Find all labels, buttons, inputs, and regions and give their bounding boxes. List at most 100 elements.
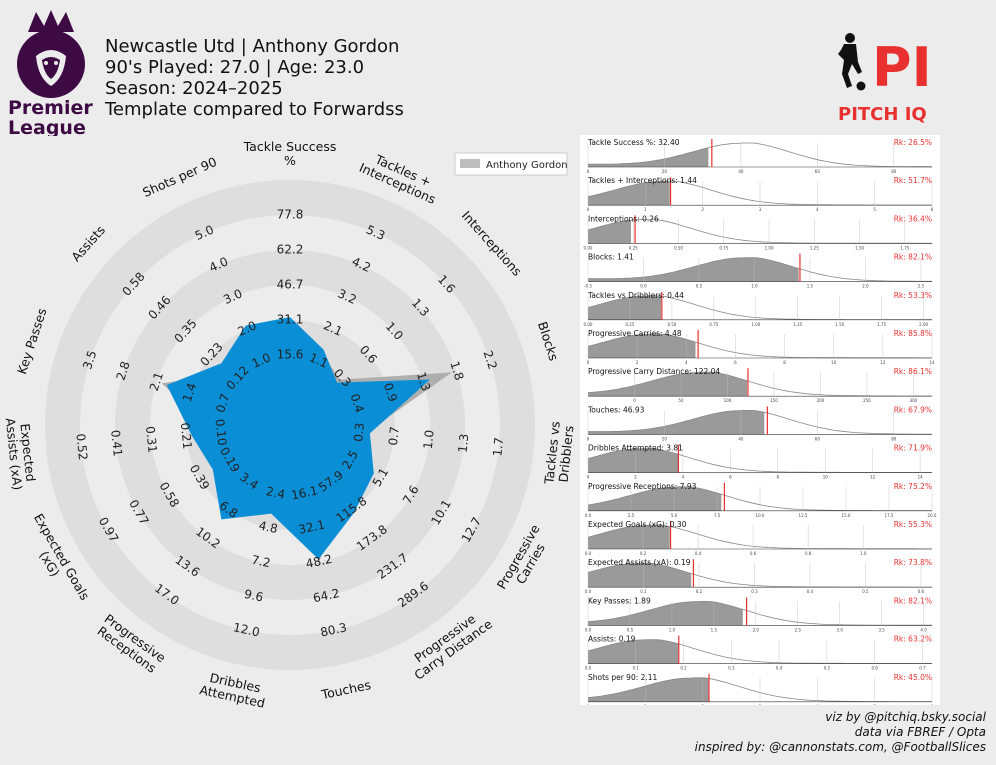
distribution-tick-label: 0.2 bbox=[680, 666, 687, 671]
distribution-row: 0 2 4 6 8 10 12 14 Dribbles Attempted: 3.81 Rk: 7… bbox=[587, 444, 932, 480]
radar-metric-label: Key Passes bbox=[14, 306, 49, 376]
radar-metric-label-line: Dribblers bbox=[556, 425, 577, 483]
distribution-tick-label: 0.6 bbox=[750, 551, 757, 556]
distribution-tick-label: 4.0 bbox=[920, 627, 927, 632]
credit-line-1: viz by @pitchiq.bsky.social bbox=[825, 710, 986, 724]
distribution-tick-label: 2 bbox=[634, 475, 637, 480]
distribution-tick-label: 0.4 bbox=[807, 589, 814, 594]
distribution-tick-label: 0.0 bbox=[640, 284, 647, 289]
distribution-tick-label: 10 bbox=[831, 360, 837, 365]
distribution-label: Tackle Success %: 32.40 bbox=[587, 138, 680, 147]
lion-crest-icon bbox=[17, 10, 85, 98]
distribution-curve bbox=[588, 409, 932, 435]
distribution-tick-label: 300 bbox=[910, 398, 918, 403]
distribution-fill bbox=[588, 334, 696, 358]
distribution-tick-label: 40 bbox=[738, 169, 744, 174]
distribution-tick-label: 0 bbox=[587, 360, 590, 365]
distribution-tick-label: 250 bbox=[863, 398, 871, 403]
radar-metric-label: Shots per 90 bbox=[140, 154, 219, 200]
percentile-rank: Rk: 71.9% bbox=[894, 444, 932, 453]
radar-tick-label: 4.8 bbox=[257, 518, 279, 536]
distribution-curve bbox=[588, 257, 932, 282]
pl-logo-word-1: Premier bbox=[8, 97, 93, 119]
distribution-tick-label: 0.0 bbox=[585, 627, 592, 632]
footballer-silhouette-icon bbox=[838, 33, 866, 91]
distribution-row: 0 50 100 150 200 250 300 Progressive Carry Dist… bbox=[587, 367, 932, 403]
distribution-tick-label: 1.50 bbox=[835, 322, 844, 327]
radar-tick-label: 2.2 bbox=[481, 349, 500, 371]
distribution-tick-label: 3.5 bbox=[878, 627, 885, 632]
radar-tick-label: 62.2 bbox=[277, 243, 304, 257]
distribution-tick-label: 3 bbox=[759, 704, 762, 705]
percentile-rank: Rk: 51.7% bbox=[894, 176, 932, 185]
distribution-tick-label: 6 bbox=[734, 360, 737, 365]
radar-metric-label: Assists bbox=[68, 222, 108, 264]
premier-league-logo: Premier League bbox=[8, 10, 93, 136]
distribution-row: 0 2 4 6 8 10 12 14 Progressive Carries: 4.48 Rk: … bbox=[587, 329, 935, 365]
radar-metric-label-line: Shots per 90 bbox=[140, 154, 219, 200]
title-line-3: Season: 2024–2025 bbox=[105, 78, 283, 99]
radar-tick-label: 64.2 bbox=[312, 586, 341, 605]
radar-tick-label: 1.3 bbox=[456, 433, 472, 453]
distribution-tick-label: 17.5 bbox=[885, 513, 894, 518]
distribution-row: 0.00 0.25 0.50 0.75 1.00 1.25 1.50 1.75 2.00 Tack… bbox=[584, 291, 932, 327]
percentile-rank: Rk: 67.9% bbox=[894, 405, 932, 414]
radar-tick-label: 0.21 bbox=[178, 422, 195, 450]
radar-tick-label: 9.6 bbox=[243, 587, 265, 605]
distribution-tick-label: 8 bbox=[777, 475, 780, 480]
distribution-tick-label: 0.5 bbox=[627, 627, 634, 632]
title-line-4: Template compared to Forwardss bbox=[105, 99, 404, 120]
distribution-fill bbox=[588, 601, 743, 626]
distribution-tick-label: 0 bbox=[587, 207, 590, 212]
distribution-fill bbox=[588, 639, 679, 664]
radar-tick-label: 77.8 bbox=[277, 208, 304, 222]
distribution-tick-label: 1.50 bbox=[855, 245, 864, 250]
radar-tick-label: 0.4 bbox=[347, 392, 366, 414]
distribution-label: Tackles vs Dribblers: 0.44 bbox=[587, 291, 684, 300]
percentile-rank: Rk: 53.3% bbox=[894, 291, 932, 300]
distribution-tick-label: 0.5 bbox=[696, 284, 703, 289]
radar-chart: 15.631.146.762.277.81.12.13.24.25.30.30.… bbox=[3, 140, 577, 710]
percentile-rank: Rk: 73.8% bbox=[894, 558, 932, 567]
radar-tick-label: 1.8 bbox=[447, 360, 466, 382]
radar-metric-label-line: Key Passes bbox=[14, 306, 49, 376]
distribution-label: Assists: 0.19 bbox=[588, 635, 636, 644]
distribution-label: Progressive Carry Distance: 122.04 bbox=[588, 367, 720, 376]
pitch-iq-logo: PI PITCH IQ bbox=[838, 33, 932, 125]
radar-tick-label: 7.2 bbox=[250, 553, 272, 571]
distribution-tick-label: 1.00 bbox=[765, 245, 774, 250]
distribution-tick-label: 2 bbox=[636, 360, 639, 365]
percentile-rank: Rk: 75.2% bbox=[894, 482, 932, 491]
title-line-1: Newcastle Utd | Anthony Gordon bbox=[105, 36, 400, 57]
chart-title-block: Newcastle Utd | Anthony Gordon 90's Play… bbox=[105, 36, 404, 120]
distribution-tick-label: -0.5 bbox=[584, 284, 592, 289]
distribution-tick-label: 2 bbox=[701, 207, 704, 212]
distribution-tick-label: 0.2 bbox=[696, 589, 703, 594]
distribution-tick-label: 0.0 bbox=[585, 551, 592, 556]
distribution-label: Progressive Receptions: 7.93 bbox=[588, 482, 697, 491]
distribution-tick-label: 0 bbox=[587, 704, 590, 705]
radar-metric-label-line: Expected bbox=[17, 423, 38, 483]
distribution-tick-label: 1.00 bbox=[751, 322, 760, 327]
radar-tick-label: 46.7 bbox=[277, 278, 304, 292]
distribution-fill bbox=[588, 220, 631, 244]
distribution-fill bbox=[588, 372, 748, 397]
distribution-curve bbox=[587, 600, 932, 626]
radar-metric-label-line: Tackles vs bbox=[541, 420, 563, 485]
percentile-rank: Rk: 36.4% bbox=[894, 214, 932, 223]
distribution-tick-label: 10.0 bbox=[756, 513, 765, 518]
distribution-tick-label: 0.4 bbox=[776, 666, 783, 671]
distribution-tick-label: 14 bbox=[929, 360, 935, 365]
distribution-tick-label: 1.75 bbox=[900, 245, 909, 250]
distribution-tick-label: 5.0 bbox=[671, 513, 678, 518]
distribution-tick-label: 0.0 bbox=[585, 513, 592, 518]
distribution-tick-label: 6 bbox=[729, 475, 732, 480]
distribution-tick-label: 12.5 bbox=[799, 513, 808, 518]
radar-metric-label: Touches bbox=[319, 677, 372, 702]
radar-tick-label: 0.52 bbox=[73, 433, 90, 461]
distribution-tick-label: 50 bbox=[678, 398, 684, 403]
pl-logo-word-2: League bbox=[8, 117, 86, 136]
distribution-tick-label: 0.7 bbox=[919, 666, 926, 671]
distribution-label: Interceptions: 0.26 bbox=[588, 214, 659, 223]
credits: viz by @pitchiq.bsky.social data via FBR… bbox=[695, 710, 986, 755]
